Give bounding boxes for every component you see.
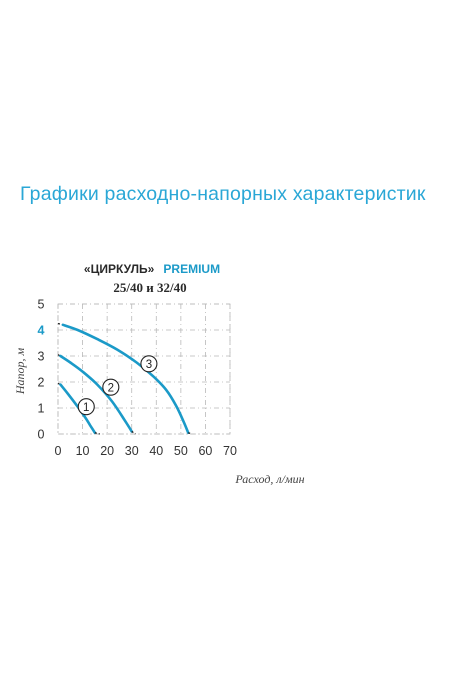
series-1-lead — [57, 382, 61, 386]
x-tick-label-3: 30 — [125, 444, 139, 458]
x-tick-label-1: 10 — [76, 444, 90, 458]
curve-label-circle-2 — [102, 378, 120, 396]
chart-title-line-2: 25/40 и 32/40 — [113, 280, 186, 295]
x-axis-label: Расход, л/мин — [234, 472, 304, 486]
curve-label-3: 3 — [146, 359, 152, 371]
chart-curves — [57, 322, 193, 435]
y-tick-label-5: 5 — [38, 298, 45, 312]
x-tick-label-6: 60 — [198, 444, 212, 458]
chart-title-line-1: «ЦИРКУЛЬ» PREMIUM — [84, 258, 220, 277]
curve-label-2: 2 — [108, 382, 114, 394]
y-tick-label-3: 3 — [38, 350, 45, 364]
chart-title-suffix: PREMIUM — [163, 262, 220, 276]
series-2-tail — [131, 430, 136, 435]
series-2-lead — [57, 354, 61, 357]
series-2-line — [59, 354, 133, 433]
x-tick-label-2: 20 — [100, 444, 114, 458]
y-tick-label-4: 4 — [38, 324, 45, 338]
x-tick-label-7: 70 — [223, 444, 237, 458]
y-tick-label-0: 0 — [38, 428, 45, 442]
curve-label-1: 1 — [83, 402, 89, 414]
chart-title-prefix: «ЦИРКУЛЬ» — [84, 262, 155, 276]
page-heading: Графики расходно-напорных характеристик — [20, 183, 426, 205]
plot-frame — [57, 303, 231, 435]
chart-text: «ЦИРКУЛЬ» PREMIUM 25/40 и 32/40 Расход, … — [13, 258, 305, 486]
series-3-line — [61, 323, 190, 434]
curve-label-circle-1 — [77, 398, 95, 416]
x-tick-label-0: 0 — [55, 444, 62, 458]
series-3-tail — [188, 432, 193, 435]
x-tick-label-5: 50 — [174, 444, 188, 458]
y-axis-label: Напор, м — [13, 347, 27, 395]
curve-label-circle-3 — [140, 355, 158, 373]
chart-grid — [57, 303, 231, 435]
x-tick-label-4: 40 — [149, 444, 163, 458]
y-tick-label-2: 2 — [38, 376, 45, 390]
series-1-tail — [94, 432, 100, 435]
y-tick-label-1: 1 — [38, 402, 45, 416]
